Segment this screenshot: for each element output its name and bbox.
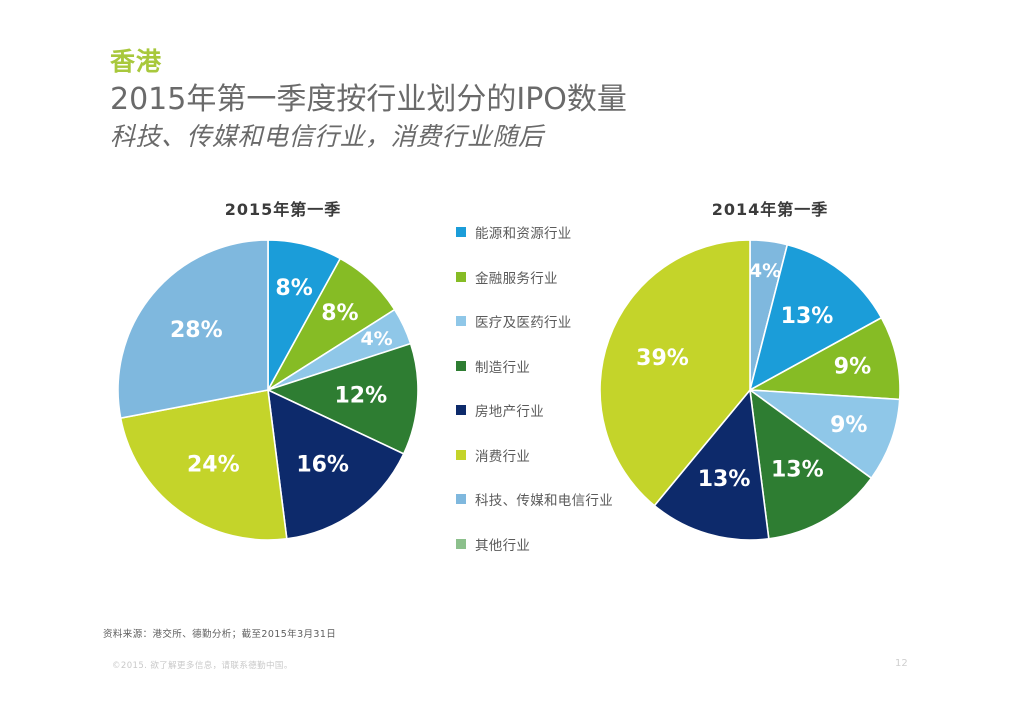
legend-item-energy[interactable]: 能源和资源行业 — [456, 210, 656, 255]
pie-slice-label: 4% — [360, 328, 392, 350]
pie-slice — [748, 243, 883, 392]
pie-slice — [599, 239, 751, 507]
pie-slice-label: 9% — [834, 355, 871, 380]
page-title: 2015年第一季度按行业划分的IPO数量 — [110, 81, 627, 117]
page-subtitle: 科技、传媒和电信行业，消费行业随后 — [110, 122, 544, 152]
legend-label: 科技、传媒和电信行业 — [475, 493, 613, 510]
legend-item-tmt[interactable]: 科技、传媒和电信行业 — [456, 477, 656, 522]
legend-swatch-icon — [456, 538, 466, 549]
pie-slice — [119, 389, 288, 541]
pie-chart-svg-2015q1: 8%8%4%12%16%24%28% — [117, 239, 419, 541]
pie-slice-label: 12% — [334, 383, 387, 408]
slide-header: 香港 2015年第一季度按行业划分的IPO数量 科技、传媒和电信行业，消费行业随… — [110, 47, 910, 154]
pie-slice — [747, 316, 901, 401]
pie-chart-svg-2014q1: 4%13%9%9%13%13%39% — [599, 239, 901, 541]
region-label: 香港 — [110, 47, 163, 76]
chart-legend: 能源和资源行业 金融服务行业 医疗及医药行业 制造行业 房地产行业 消费行业 科… — [456, 210, 656, 566]
legend-label: 消费行业 — [475, 448, 531, 465]
pie-slice — [747, 389, 901, 480]
pie-slice-label: 13% — [698, 467, 751, 492]
pie-slice-label: 28% — [170, 318, 223, 343]
pie-slice — [265, 342, 419, 455]
legend-item-other[interactable]: 其他行业 — [456, 522, 656, 567]
legend-swatch-icon — [456, 360, 466, 371]
pie-slice — [117, 239, 269, 420]
chart-2014q1: 2014年第一季 4% 13% 9% 9% 13% 13% 39% — [590, 196, 950, 550]
pie-slice — [267, 388, 405, 540]
legend-item-real-estate[interactable]: 房地产行业 — [456, 388, 656, 433]
legend-label: 金融服务行业 — [475, 270, 558, 287]
legend-swatch-icon — [456, 316, 466, 327]
pie-slice-label: 13% — [771, 458, 824, 483]
legend-item-financial-services[interactable]: 金融服务行业 — [456, 255, 656, 300]
legend-label: 制造行业 — [475, 359, 531, 376]
source-note: 资料来源：港交所、德勤分析；截至2015年3月31日 — [103, 629, 337, 640]
pie-slice — [653, 388, 770, 541]
chart-title-2014q1: 2014年第一季 — [711, 200, 829, 219]
pie-slice-label: 9% — [830, 413, 867, 438]
pie-slice-label: 24% — [187, 453, 240, 478]
pie-slice-label: 4% — [749, 260, 781, 282]
legend-item-manufacturing[interactable]: 制造行业 — [456, 344, 656, 389]
legend-item-healthcare[interactable]: 医疗及医药行业 — [456, 299, 656, 344]
legend-label: 房地产行业 — [475, 404, 544, 421]
page-number: 12 — [895, 658, 908, 669]
legend-label: 医疗及医药行业 — [475, 315, 572, 332]
pie-slice-label: 13% — [781, 304, 834, 329]
copyright-note: ©2015. 欲了解更多信息，请联系德勤中国。 — [112, 661, 293, 671]
pie-slice-label: 39% — [636, 346, 689, 371]
pie-slice — [748, 388, 873, 540]
pie-slice-label: 8% — [321, 301, 358, 326]
legend-swatch-icon — [456, 494, 466, 505]
pie-slice-label: 8% — [275, 276, 312, 301]
legend-item-consumer[interactable]: 消费行业 — [456, 433, 656, 478]
legend-label: 其他行业 — [475, 537, 531, 554]
pie-2015q1: 8% 8% 4% 12% 16% 24% 28% — [108, 230, 458, 550]
pie-2014q1: 4% 13% 9% 9% 13% 13% 39% — [590, 230, 950, 550]
legend-swatch-icon — [456, 449, 466, 460]
pie-slice-label: 16% — [296, 453, 349, 478]
chart-title-2015q1: 2015年第一季 — [224, 200, 342, 219]
legend-swatch-icon — [456, 227, 466, 238]
legend-label: 能源和资源行业 — [475, 226, 572, 243]
chart-2015q1: 2015年第一季 8% 8% 4% 12% 16% 24% 28% — [108, 196, 458, 550]
legend-swatch-icon — [456, 405, 466, 416]
legend-swatch-icon — [456, 271, 466, 282]
